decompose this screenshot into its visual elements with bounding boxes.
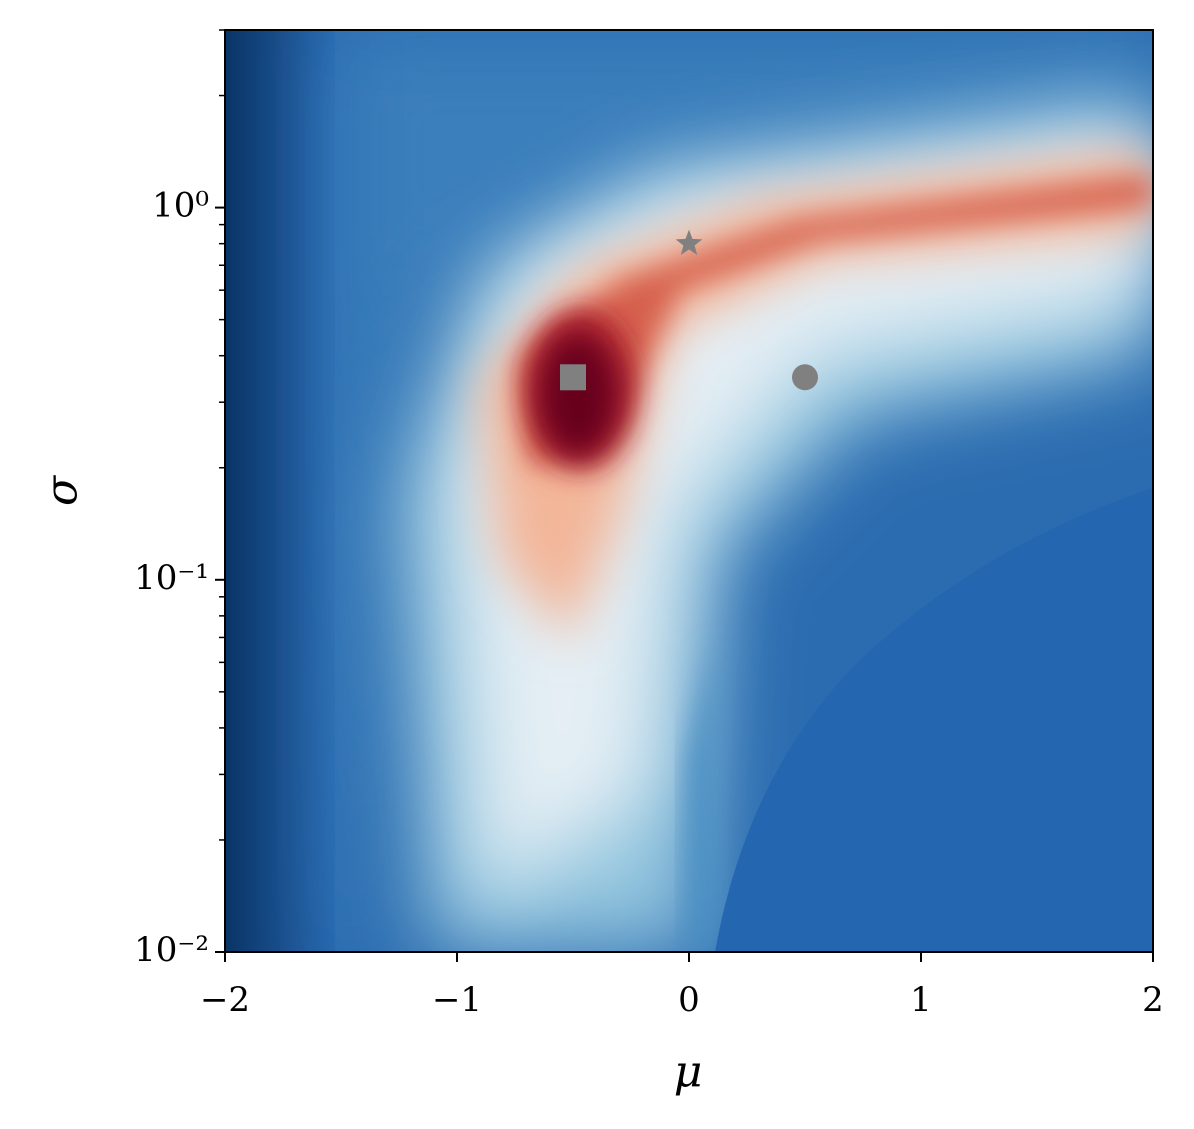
circle-marker <box>792 364 818 391</box>
x-tick-label: −2 <box>200 980 250 1020</box>
square-marker <box>560 364 586 391</box>
x-tick-label: 0 <box>678 980 700 1020</box>
y-tick-label: 10⁰ <box>152 186 209 226</box>
x-axis-label: μ <box>674 1047 703 1098</box>
y-tick-label: 10⁻² <box>134 930 209 970</box>
star-marker <box>675 229 703 255</box>
y-tick-label: 10⁻¹ <box>134 558 209 598</box>
y-axis-label: σ <box>37 474 88 506</box>
x-tick-label: 2 <box>1142 980 1164 1020</box>
heatmap <box>225 30 1153 952</box>
x-tick-label: 1 <box>910 980 932 1020</box>
x-tick-label: −1 <box>432 980 482 1020</box>
